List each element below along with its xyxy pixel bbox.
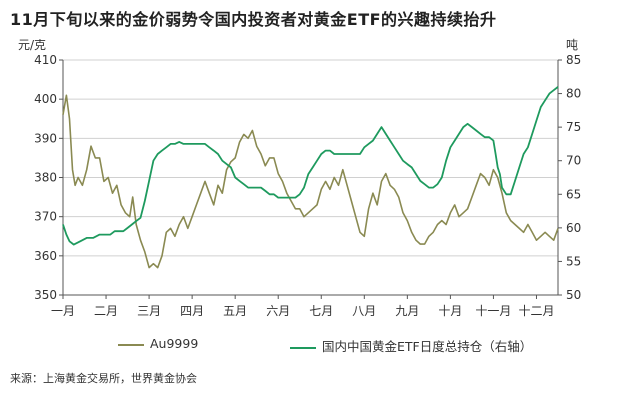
legend-label-au9999: Au9999 [150, 336, 199, 351]
x-tick-label-3: 四月 [180, 304, 204, 318]
right-tick-label-6: 80 [566, 87, 581, 101]
chart-title: 11月下旬以来的金价弱势令国内投资者对黄金ETF的兴趣持续抬升 [10, 10, 497, 29]
x-tick-label-9: 十月 [438, 304, 462, 318]
legend-swatch-etf [290, 346, 316, 349]
x-tick-label-7: 八月 [352, 304, 376, 318]
right-tick-label-4: 70 [566, 154, 581, 168]
left-tick-label-2: 370 [34, 210, 57, 224]
left-axis-unit: 元/克 [18, 38, 47, 52]
legend-item-etf: 国内中国黄金ETF日度总持仓（右轴） [290, 336, 532, 355]
right-tick-label-1: 55 [566, 254, 581, 268]
series-line-au9999 [62, 94, 559, 269]
legend-item-au9999: Au9999 [118, 336, 198, 351]
left-tick-label-0: 350 [34, 288, 57, 302]
right-tick-label-2: 60 [566, 221, 581, 235]
left-tick-label-6: 410 [34, 53, 57, 67]
x-tick-label-4: 五月 [223, 304, 247, 318]
x-tick-label-0: 一月 [51, 304, 75, 318]
legend-swatch-au9999 [118, 343, 144, 346]
x-tick-label-8: 九月 [395, 304, 419, 318]
right-tick-label-7: 85 [566, 53, 581, 67]
right-tick-label-5: 75 [566, 120, 581, 134]
x-tick-label-6: 七月 [309, 304, 333, 318]
left-tick-label-3: 380 [34, 171, 57, 185]
legend-label-etf: 国内中国黄金ETF日度总持仓（右轴） [322, 339, 533, 354]
source-note: 来源：上海黄金交易所，世界黄金协会 [10, 372, 197, 385]
series-line-etf [62, 86, 559, 246]
x-tick-label-1: 二月 [94, 304, 118, 318]
right-tick-label-0: 50 [566, 288, 581, 302]
x-tick-label-2: 三月 [137, 304, 161, 318]
x-tick-label-11: 十二月 [518, 304, 554, 318]
x-tick-label-5: 六月 [266, 304, 290, 318]
left-tick-label-4: 390 [34, 131, 57, 145]
x-tick-label-10: 十一月 [475, 304, 511, 318]
left-tick-label-5: 400 [34, 92, 57, 106]
left-tick-label-1: 360 [34, 249, 57, 263]
right-tick-label-3: 65 [566, 187, 581, 201]
right-axis-unit: 吨 [566, 38, 579, 52]
